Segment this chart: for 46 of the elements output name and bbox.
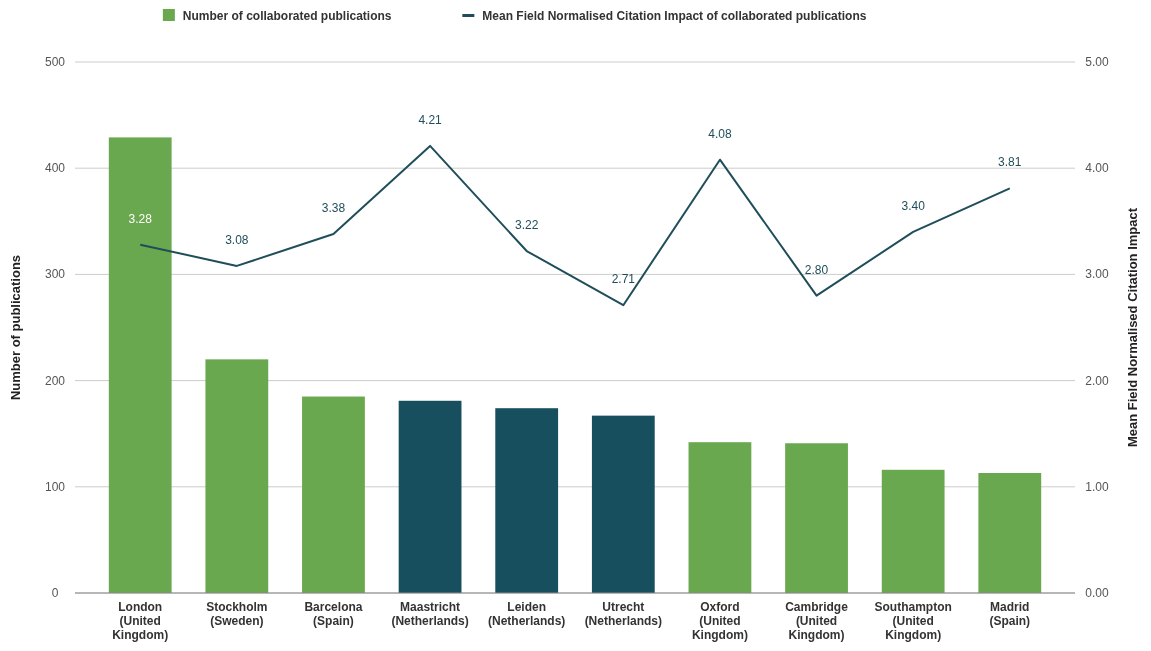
bar <box>591 415 655 593</box>
x-tick-label: Leiden (Netherlands) <box>488 600 566 628</box>
y2-tick-label: 3.00 <box>1085 267 1109 282</box>
x-tick-label: Stockholm (Sweden) <box>206 600 268 628</box>
bar <box>785 443 848 593</box>
bar <box>881 469 945 593</box>
y-axis-title: Number of publications <box>8 254 23 401</box>
x-tick-label: Madrid (Spain) <box>989 600 1031 628</box>
y2-tick-label: 4.00 <box>1085 161 1109 176</box>
bar <box>398 400 462 593</box>
y2-tick-label: 5.00 <box>1085 55 1109 69</box>
x-tick-label: Maastricht (Netherlands) <box>391 600 469 628</box>
legend-label: Mean Field Normalised Citation Impact of collaborated publications <box>482 9 867 23</box>
y-tick-label: 100 <box>44 479 66 494</box>
bar <box>495 408 559 593</box>
data-label: 4.08 <box>708 126 732 141</box>
data-label: 3.28 <box>128 211 153 226</box>
bar <box>302 396 365 593</box>
bar <box>108 137 172 593</box>
data-label: 3.22 <box>515 218 539 233</box>
x-tick-label: Oxford (United Kingdom) <box>691 600 748 642</box>
x-tick-label: Southampton (United Kingdom) <box>874 600 952 642</box>
data-label: 3.40 <box>901 198 926 213</box>
y-tick-label: 0 <box>51 586 59 600</box>
data-label: 3.08 <box>225 232 249 247</box>
data-label: 2.80 <box>804 262 829 277</box>
y2-axis-title: Mean Field Normalised Citation Impact <box>1125 207 1140 448</box>
y-tick-label: 300 <box>44 267 66 282</box>
bar <box>688 442 752 593</box>
data-label: 3.38 <box>321 201 346 216</box>
x-tick-label: Utrecht (Netherlands) <box>584 600 662 628</box>
y2-tick-label: 2.00 <box>1085 373 1109 388</box>
x-tick-label: London (United Kingdom) <box>112 600 169 642</box>
bar <box>978 472 1042 593</box>
data-label: 2.71 <box>611 272 636 287</box>
y-tick-label: 400 <box>44 161 66 176</box>
legend-label: Number of collaborated publications <box>182 9 392 23</box>
y-tick-label: 200 <box>44 373 66 388</box>
y-tick-label: 500 <box>44 55 66 69</box>
x-tick-label: Cambridge (United Kingdom) <box>785 600 849 642</box>
y2-tick-label: 0.00 <box>1085 586 1109 600</box>
data-label: 4.21 <box>418 112 443 127</box>
y2-tick-label: 1.00 <box>1085 479 1109 494</box>
data-label: 3.81 <box>998 155 1022 170</box>
bar <box>205 359 269 593</box>
x-tick-label: Barcelona (Spain) <box>304 600 363 628</box>
